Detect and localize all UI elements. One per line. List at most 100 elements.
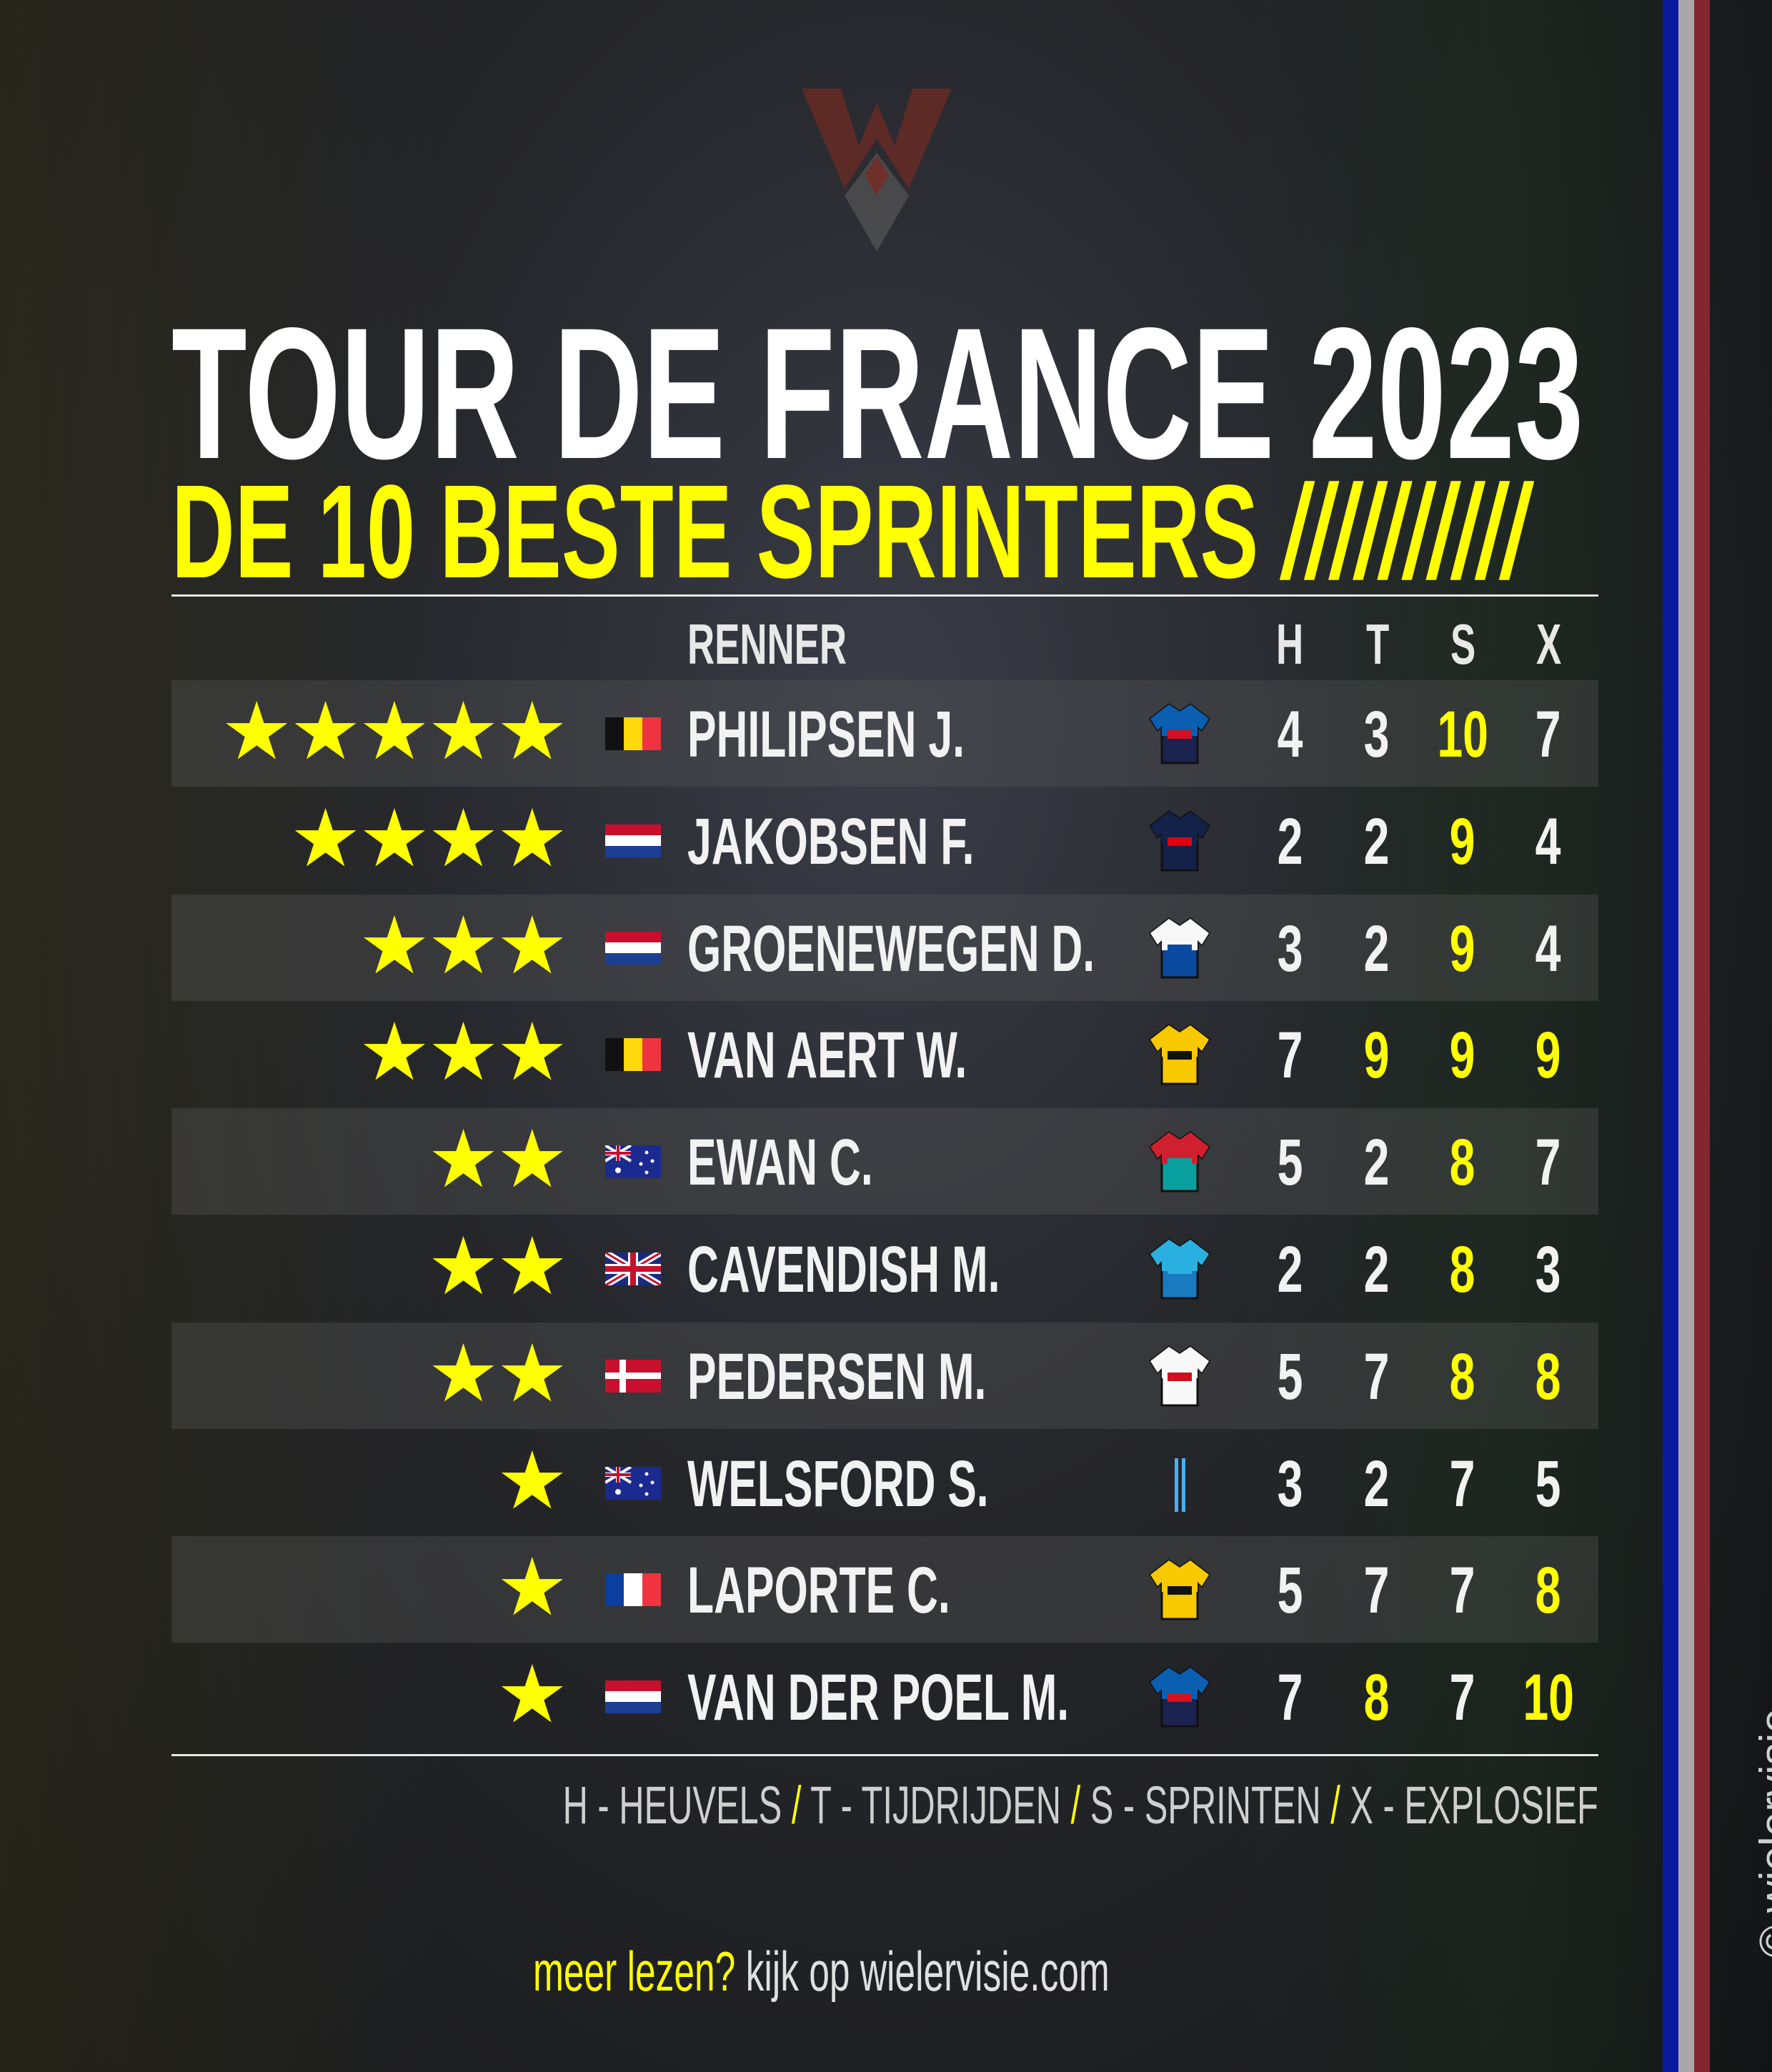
score-t: 2 [1364, 1233, 1390, 1306]
table-row: ★★ EWAN C. 5 2 8 7 [171, 1108, 1598, 1215]
score-t: 2 [1364, 912, 1390, 985]
star-rating: ★★★ [358, 1007, 568, 1097]
table-row: ★ VAN DER POEL M. 7 8 7 10 [171, 1643, 1598, 1750]
legend-item: S - SPRINTEN [1090, 1775, 1321, 1835]
score-h: 3 [1278, 1447, 1303, 1520]
star-rating: ★★ [427, 1328, 568, 1418]
team-jersey-icon [1149, 1666, 1210, 1728]
table-row: ★★★★ JAKOBSEN F. 2 2 9 4 [171, 787, 1598, 894]
score-s: 8 [1450, 1126, 1475, 1200]
rider-name: JAKOBSEN F. [687, 805, 975, 878]
score-x: 8 [1535, 1554, 1561, 1628]
legend: H - HEUVELS / T - TIJDRIJDEN / S - SPRIN… [29, 1779, 1598, 1832]
score-h: 7 [1278, 1661, 1303, 1735]
score-x: 7 [1535, 698, 1561, 771]
team-jersey-icon [1149, 1345, 1210, 1407]
score-x: 8 [1535, 1340, 1561, 1413]
copyright-credit: © wielervisie [1751, 1708, 1772, 1958]
flag-netherlands-icon [605, 931, 661, 965]
score-s: 8 [1450, 1233, 1475, 1306]
score-x: 9 [1535, 1019, 1561, 1092]
rider-name: LAPORTE C. [687, 1554, 950, 1628]
score-h: 3 [1278, 912, 1303, 985]
score-h: 2 [1278, 805, 1303, 878]
score-x: 4 [1535, 805, 1561, 878]
flag-united-kingdom-icon [605, 1252, 661, 1285]
star-rating: ★★★★ [289, 793, 568, 883]
side-stripe-blue [1663, 0, 1678, 2072]
score-t: 7 [1364, 1554, 1390, 1628]
score-x: 5 [1535, 1447, 1561, 1520]
score-s: 7 [1450, 1447, 1475, 1520]
flag-australia-icon [605, 1145, 661, 1179]
column-header-rider: RENNER [687, 612, 847, 676]
rider-name: CAVENDISH M. [687, 1233, 1000, 1306]
score-h: 7 [1278, 1019, 1303, 1092]
rider-name: PEDERSEN M. [687, 1340, 987, 1413]
score-s: 8 [1450, 1340, 1475, 1413]
star-rating: ★ [496, 1650, 568, 1740]
page-subtitle: DE 10 BESTE SPRINTERS ////////// [171, 466, 1772, 599]
flag-belgium-icon [605, 1038, 661, 1072]
rider-name: PHILIPSEN J. [687, 698, 965, 771]
title-text: TOUR DE FRANCE 2023 [171, 289, 1584, 498]
score-x: 3 [1535, 1233, 1561, 1306]
star-rating: ★★★★★ [220, 687, 568, 776]
divider-bottom [171, 1754, 1598, 1756]
score-x: 4 [1535, 912, 1561, 985]
page-title: TOUR DE FRANCE 2023 [171, 300, 1772, 487]
side-stripe-red [1694, 0, 1710, 2072]
score-x: 7 [1535, 1126, 1561, 1200]
score-t: 2 [1364, 1126, 1390, 1200]
footer-prompt: meer lezen? [533, 1940, 736, 2003]
column-header-t: T [1366, 612, 1390, 676]
flag-netherlands-icon [605, 1680, 661, 1714]
team-jersey-icon [1149, 917, 1210, 979]
score-s: 9 [1450, 1019, 1475, 1092]
team-jersey-icon [1149, 1559, 1210, 1620]
side-stripe-white [1678, 0, 1694, 2072]
flag-denmark-icon [605, 1359, 661, 1393]
table-row: ★ WELSFORD S. 3 2 7 5 [171, 1430, 1598, 1536]
score-s: 7 [1450, 1554, 1475, 1628]
legend-separator: / [1061, 1775, 1090, 1835]
footer: meer lezen? kijk op wielervisie.com [533, 1943, 1406, 1999]
flag-belgium-icon [605, 717, 661, 750]
legend-item: X - EXPLOSIEF [1350, 1775, 1598, 1835]
score-t: 2 [1364, 805, 1390, 878]
team-jersey-icon [1149, 703, 1210, 764]
footer-link[interactable]: kijk op wielervisie.com [735, 1940, 1110, 2003]
team-jersey-icon [1149, 1131, 1210, 1192]
score-h: 5 [1278, 1126, 1303, 1200]
legend-item: T - TIJDRIJDEN [810, 1775, 1062, 1835]
rider-name: VAN AERT W. [687, 1019, 967, 1092]
rider-name: GROENEWEGEN D. [687, 912, 1095, 985]
table-row: ★★★★★ PHILIPSEN J. 4 3 10 7 [171, 680, 1598, 787]
divider-top [171, 594, 1598, 597]
legend-separator: / [782, 1775, 811, 1835]
table-row: ★★★ GROENEWEGEN D. 3 2 9 4 [171, 894, 1598, 1001]
score-h: 2 [1278, 1233, 1303, 1306]
star-rating: ★★★ [358, 900, 568, 990]
score-s: 9 [1450, 912, 1475, 985]
score-t: 8 [1364, 1661, 1390, 1735]
score-t: 7 [1364, 1340, 1390, 1413]
rider-name: WELSFORD S. [687, 1447, 989, 1520]
rider-name: VAN DER POEL M. [687, 1661, 1070, 1735]
team-jersey-icon [1149, 810, 1210, 872]
score-s: 10 [1437, 698, 1488, 771]
star-rating: ★★ [427, 1115, 568, 1205]
subtitle-slashes: ////////// [1283, 458, 1527, 606]
score-t: 2 [1364, 1447, 1390, 1520]
star-rating: ★ [496, 1543, 568, 1633]
flag-france-icon [605, 1573, 661, 1607]
star-rating: ★ [496, 1435, 568, 1525]
score-s: 9 [1450, 805, 1475, 878]
flag-australia-icon [605, 1466, 661, 1500]
subtitle-text: DE 10 BESTE SPRINTERS [171, 458, 1259, 606]
table-row: ★★★ VAN AERT W. 7 9 9 9 [171, 1001, 1598, 1107]
score-t: 9 [1364, 1019, 1390, 1092]
table-row: ★★ CAVENDISH M. 2 2 8 3 [171, 1215, 1598, 1322]
team-jersey-icon [1149, 1238, 1210, 1300]
